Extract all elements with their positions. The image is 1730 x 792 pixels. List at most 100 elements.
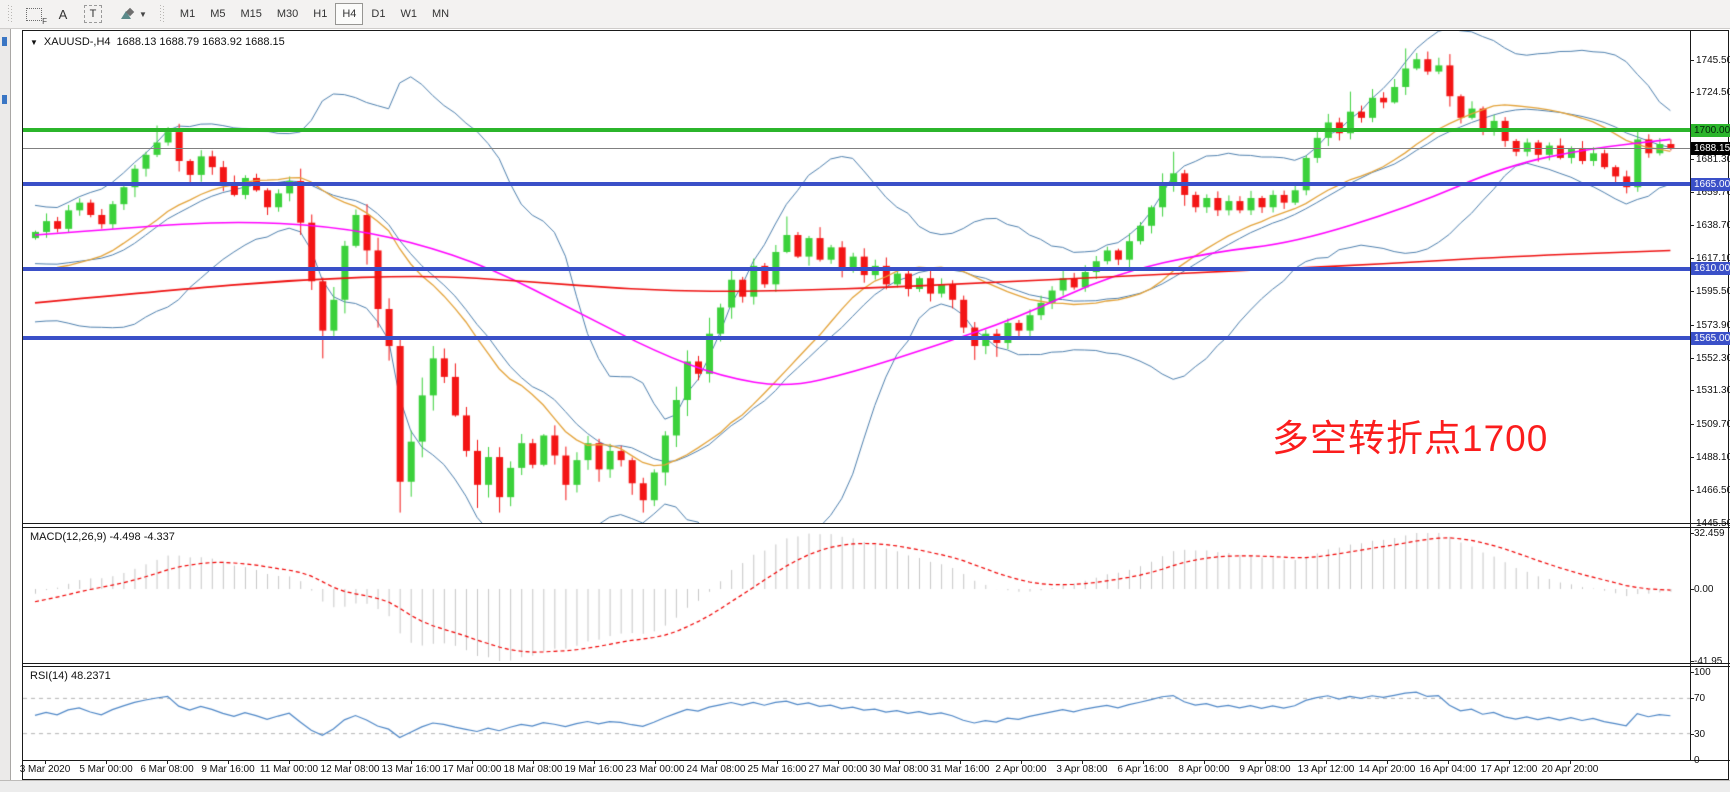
price-axis-divider <box>1690 30 1691 760</box>
rsi-tick <box>1690 760 1694 761</box>
time-tick <box>1204 760 1205 764</box>
window-bottom-edge <box>0 780 1730 792</box>
price-tick <box>1690 456 1694 458</box>
template-grid-button[interactable]: F <box>19 3 49 26</box>
time-tick <box>167 760 168 764</box>
ohlc-values: 1688.13 1688.79 1683.92 1688.15 <box>116 36 285 48</box>
dock-glyph <box>2 95 7 104</box>
rsi-label: RSI(14) 48.2371 <box>30 670 111 682</box>
time-tick <box>716 760 717 764</box>
time-label: 14 Apr 20:00 <box>1358 764 1416 775</box>
price-tick-label: 1445.50 <box>1696 517 1730 529</box>
hline-1565[interactable] <box>23 336 1690 341</box>
timeframe-button-m30[interactable]: M30 <box>270 3 305 25</box>
panel-separator[interactable] <box>22 663 1730 664</box>
text-label-icon: T <box>84 5 102 23</box>
timeframe-button-h4[interactable]: H4 <box>335 3 364 25</box>
time-label: 23 Mar 00:00 <box>625 764 685 775</box>
hline-1665[interactable] <box>23 182 1690 187</box>
chart-text-annotation[interactable]: 多空转折点1700 <box>1272 418 1549 459</box>
time-label: 18 Mar 08:00 <box>503 764 563 775</box>
time-tick <box>655 760 656 764</box>
timeframe-button-w1[interactable]: W1 <box>393 3 424 25</box>
toolbar: F A T ▼ M1 M5 M15 M30 H1 H4 D1 W1 MN <box>0 0 1730 29</box>
price-tick-label: 1638.70 <box>1696 219 1730 231</box>
time-tick <box>228 760 229 764</box>
time-tick <box>106 760 107 764</box>
panel-separator[interactable] <box>22 666 1730 667</box>
panel-separator[interactable] <box>22 527 1730 528</box>
timeframe-button-mn[interactable]: MN <box>425 3 456 25</box>
price-tick-label: 1681.30 <box>1696 153 1730 165</box>
price-tick <box>1690 192 1694 194</box>
rsi-tick-label: 0 <box>1694 755 1700 766</box>
macd-panel-canvas[interactable] <box>23 528 1690 663</box>
time-tick <box>594 760 595 764</box>
time-label: 2 Apr 00:00 <box>995 764 1047 775</box>
time-tick <box>1265 760 1266 764</box>
price-tick <box>1690 224 1694 226</box>
macd-tick-label: 32.459 <box>1694 528 1725 539</box>
time-label: 13 Mar 16:00 <box>381 764 441 775</box>
time-tick <box>350 760 351 764</box>
rsi-tick-label: 70 <box>1694 693 1706 705</box>
price-badge-1688.15: 1688.15 <box>1691 141 1730 155</box>
timeframe-button-m1[interactable]: M1 <box>173 3 202 25</box>
price-tick <box>1690 357 1694 359</box>
rsi-tick-label: 30 <box>1694 728 1706 740</box>
timeframe-button-m5[interactable]: M5 <box>203 3 232 25</box>
time-tick <box>1570 760 1571 764</box>
time-label: 27 Mar 00:00 <box>808 764 868 775</box>
panel-separator[interactable] <box>22 523 1730 524</box>
time-label: 9 Apr 08:00 <box>1239 764 1291 775</box>
text-label-tool-button[interactable]: T <box>77 3 109 25</box>
hline-1610[interactable] <box>23 266 1690 271</box>
macd-tick <box>1690 533 1694 534</box>
price-tick-label: 1531.30 <box>1696 385 1730 397</box>
price-tick-label: 1552.30 <box>1696 352 1730 364</box>
timeframe-button-d1[interactable]: D1 <box>364 3 392 25</box>
time-label: 24 Mar 08:00 <box>686 764 746 775</box>
chart-title: ▼ XAUUSD-,H4 1688.13 1688.79 1683.92 168… <box>30 36 285 48</box>
price-tick <box>1690 390 1694 392</box>
rsi-tick <box>1690 672 1694 673</box>
macd-tick <box>1690 661 1694 662</box>
time-tick <box>472 760 473 764</box>
macd-tick-label: 0.00 <box>1694 584 1714 595</box>
font-tool-button[interactable]: A <box>51 3 75 25</box>
time-tick <box>1143 760 1144 764</box>
time-tick <box>411 760 412 764</box>
macd-tick <box>1690 589 1694 590</box>
grid-icon-label: F <box>42 16 47 26</box>
time-label: 17 Apr 12:00 <box>1480 764 1538 775</box>
time-tick <box>960 760 961 764</box>
time-label: 11 Mar 00:00 <box>259 764 319 775</box>
toolbar-grip[interactable] <box>8 5 13 23</box>
timeframe-button-h1[interactable]: H1 <box>306 3 334 25</box>
time-label: 3 Apr 08:00 <box>1056 764 1108 775</box>
timeframe-button-m15[interactable]: M15 <box>233 3 268 25</box>
time-tick <box>1021 760 1022 764</box>
hline-1700[interactable] <box>23 128 1690 133</box>
time-label: 8 Apr 00:00 <box>1178 764 1230 775</box>
price-tick-label: 1595.50 <box>1696 286 1730 298</box>
time-tick <box>777 760 778 764</box>
price-chart-canvas[interactable] <box>23 31 1690 523</box>
time-label: 6 Apr 16:00 <box>1117 764 1169 775</box>
dock-glyph <box>2 37 7 46</box>
time-tick <box>45 760 46 764</box>
shapes-icon <box>121 7 135 19</box>
time-label: 20 Apr 20:00 <box>1541 764 1599 775</box>
rsi-panel-canvas[interactable] <box>23 667 1690 760</box>
price-tick <box>1690 291 1694 293</box>
toolbar-grip[interactable] <box>159 5 165 23</box>
price-tick <box>1690 324 1694 326</box>
time-label: 12 Mar 08:00 <box>320 764 380 775</box>
macd-label: MACD(12,26,9) -4.498 -4.337 <box>30 531 175 543</box>
rsi-tick <box>1690 698 1694 700</box>
price-badge-1665.00: 1665.00 <box>1691 177 1730 191</box>
shapes-tool-button[interactable]: ▼ <box>111 3 154 25</box>
price-tick-label: 1659.70 <box>1696 187 1730 199</box>
time-label: 30 Mar 08:00 <box>869 764 929 775</box>
symbol-dropdown-icon[interactable]: ▼ <box>30 37 38 47</box>
